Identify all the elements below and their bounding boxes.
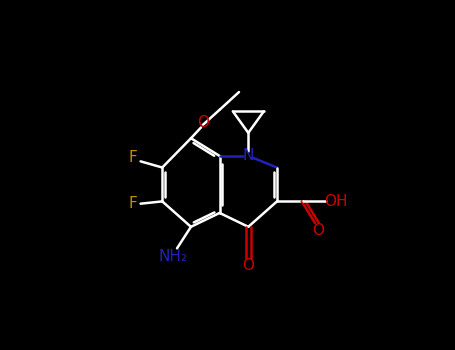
Text: F: F xyxy=(128,196,137,211)
Text: O: O xyxy=(243,258,254,273)
Text: O: O xyxy=(312,223,324,238)
Text: NH₂: NH₂ xyxy=(159,248,187,264)
Text: F: F xyxy=(128,150,137,165)
Text: N: N xyxy=(243,148,254,163)
Text: O: O xyxy=(197,116,209,130)
Text: OH: OH xyxy=(324,194,348,209)
